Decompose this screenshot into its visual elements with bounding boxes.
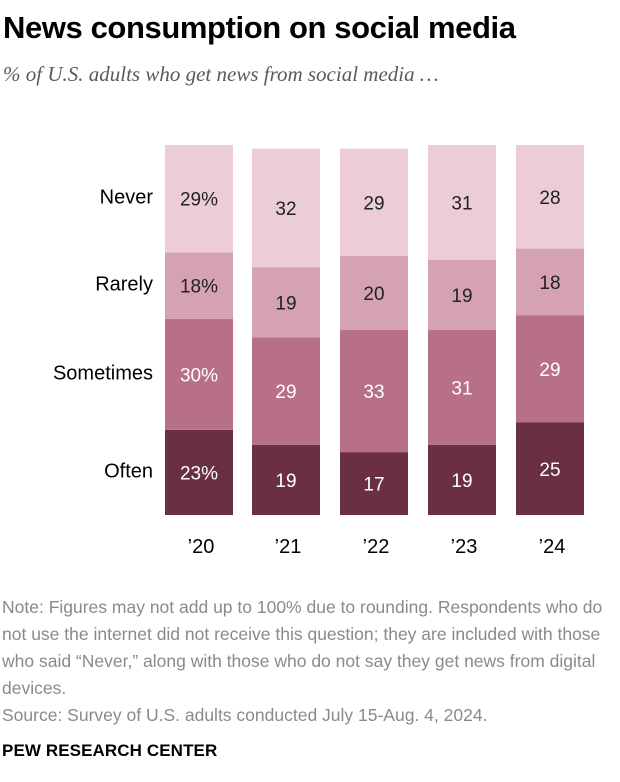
bar-often-2 xyxy=(252,444,320,515)
legend-label-rarely: Rarely xyxy=(95,274,153,296)
data-label-rarely-3: 20 xyxy=(363,284,384,305)
data-label-rarely-5: 18 xyxy=(539,273,560,294)
x-tick-label-5: ’24 xyxy=(539,536,566,558)
legend-label-sometimes: Sometimes xyxy=(53,362,153,384)
legend-label-never: Never xyxy=(100,187,154,209)
data-label-sometimes-1: 30% xyxy=(180,365,218,386)
data-label-sometimes-5: 29 xyxy=(539,360,560,381)
bar-sometimes-2 xyxy=(252,337,320,445)
bar-often-3 xyxy=(340,452,408,515)
bar-never-3 xyxy=(340,148,408,256)
bar-rarely-4 xyxy=(428,259,496,330)
data-label-sometimes-3: 33 xyxy=(363,382,384,403)
bar-often-1 xyxy=(165,429,233,515)
data-label-sometimes-2: 29 xyxy=(275,382,296,403)
x-tick-label-4: ’23 xyxy=(451,536,478,558)
source-text: Source: Survey of U.S. adults conducted … xyxy=(2,705,488,725)
bar-sometimes-1 xyxy=(165,318,233,430)
bar-rarely-1 xyxy=(165,252,233,319)
legend-label-often: Often xyxy=(104,460,153,482)
data-label-never-5: 28 xyxy=(539,188,560,209)
bar-sometimes-4 xyxy=(428,330,496,445)
data-label-rarely-2: 19 xyxy=(275,293,296,314)
bar-often-4 xyxy=(428,444,496,515)
data-label-rarely-1: 18% xyxy=(180,277,218,298)
data-label-often-1: 23% xyxy=(180,463,218,484)
bar-sometimes-3 xyxy=(340,330,408,453)
chart-title: News consumption on social media xyxy=(3,10,516,45)
bar-sometimes-5 xyxy=(516,315,584,423)
chart-notes: Note: Figures may not add up to 100% due… xyxy=(2,594,614,729)
data-label-often-4: 19 xyxy=(451,471,472,492)
bar-often-5 xyxy=(516,422,584,515)
stacked-bar-chart: 23% 30% 18% 29% ’20 19 29 19 32 ’21 17 33 20 29 ’22 19 3… xyxy=(53,145,584,558)
bar-never-4 xyxy=(428,145,496,260)
bar-rarely-5 xyxy=(516,248,584,316)
chart-subtitle: % of U.S. adults who get news from socia… xyxy=(3,62,439,86)
data-label-often-5: 25 xyxy=(539,460,560,481)
data-label-often-2: 19 xyxy=(275,471,296,492)
bar-rarely-2 xyxy=(252,267,320,338)
data-label-never-1: 29% xyxy=(180,190,218,211)
note-text: Note: Figures may not add up to 100% due… xyxy=(2,597,603,698)
pew-research-center-logo: PEW RESEARCH CENTER xyxy=(2,741,218,760)
x-tick-label-3: ’22 xyxy=(363,536,390,558)
data-label-rarely-4: 19 xyxy=(451,286,472,307)
data-label-never-3: 29 xyxy=(363,193,384,214)
x-tick-label-1: ’20 xyxy=(188,536,215,558)
data-label-never-2: 32 xyxy=(275,199,296,220)
data-label-often-3: 17 xyxy=(363,475,384,496)
data-label-sometimes-4: 31 xyxy=(451,378,472,399)
bar-never-5 xyxy=(516,145,584,249)
x-tick-label-2: ’21 xyxy=(275,536,302,558)
data-label-never-4: 31 xyxy=(451,193,472,214)
bar-never-2 xyxy=(252,148,320,268)
bar-never-1 xyxy=(165,145,233,253)
bar-rarely-3 xyxy=(340,256,408,330)
